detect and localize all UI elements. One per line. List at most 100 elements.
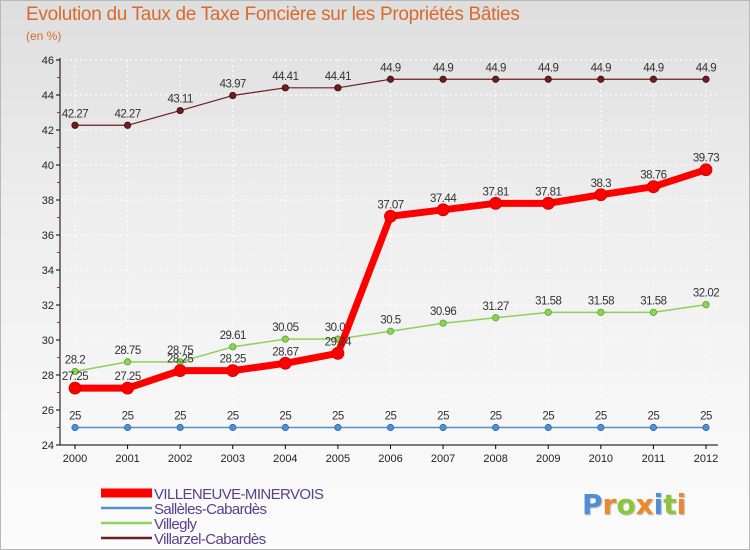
- data-point: [281, 423, 289, 432]
- data-label: 37.07: [377, 199, 403, 211]
- data-label: 31.58: [588, 295, 614, 307]
- data-label: 29.24: [325, 336, 352, 348]
- data-label: 44.9: [485, 62, 505, 74]
- y-tick-label: 24: [42, 440, 54, 452]
- data-label: 28.75: [114, 345, 140, 357]
- data-label: 44.9: [643, 62, 663, 74]
- data-point: [68, 381, 82, 395]
- data-label: 25: [542, 411, 554, 423]
- data-label: 43.11: [167, 94, 193, 106]
- data-label: 25: [490, 411, 502, 423]
- data-point: [123, 358, 132, 366]
- data-point: [649, 308, 658, 316]
- data-point: [492, 314, 500, 322]
- data-label: 25: [332, 411, 344, 423]
- data-point: [436, 203, 450, 217]
- x-tick-label: 2004: [273, 453, 297, 465]
- data-point: [597, 308, 605, 316]
- data-label: 32.02: [693, 288, 719, 300]
- data-label: 37.81: [483, 186, 509, 198]
- data-point: [489, 196, 503, 210]
- data-label: 39.73: [693, 153, 719, 165]
- x-tick-label: 2010: [589, 453, 613, 465]
- data-point: [71, 121, 79, 129]
- data-label: 27.25: [62, 371, 88, 383]
- data-label: 43.97: [220, 79, 246, 91]
- chart-title: Evolution du Taux de Taxe Foncière sur l…: [26, 4, 520, 25]
- data-point: [278, 356, 292, 370]
- legend: VILLENEUVE-MINERVOISSallèles-CabardèsVil…: [101, 486, 325, 548]
- y-tick-label: 30: [42, 335, 54, 347]
- x-tick-label: 2012: [694, 453, 718, 465]
- logo-letter: P: [582, 488, 603, 521]
- x-tick-label: 2006: [378, 453, 402, 465]
- data-point: [121, 381, 134, 395]
- data-label: 44.9: [380, 62, 400, 74]
- x-tick-label: 2011: [642, 453, 666, 465]
- data-label: 38.3: [591, 178, 611, 190]
- data-point: [544, 423, 552, 432]
- data-point: [123, 423, 132, 432]
- data-point: [544, 75, 552, 83]
- data-label: 38.76: [640, 170, 666, 182]
- data-point: [492, 423, 500, 432]
- data-label: 31.58: [535, 295, 561, 307]
- y-tick-label: 26: [42, 405, 54, 417]
- data-label: 44.9: [696, 62, 716, 74]
- logo-letter: i: [653, 488, 664, 521]
- data-point: [71, 423, 79, 432]
- data-point: [647, 180, 660, 194]
- data-label: 25: [69, 411, 81, 423]
- legend-label: Villegly: [154, 516, 198, 533]
- data-label: 37.81: [535, 186, 561, 198]
- data-point: [226, 364, 240, 378]
- data-label: 28.67: [272, 346, 298, 358]
- data-point: [649, 423, 658, 432]
- logo-letter: x: [635, 488, 654, 521]
- data-label: 28.25: [167, 354, 193, 366]
- data-point: [281, 335, 289, 343]
- y-tick-label: 38: [42, 195, 54, 207]
- legend-label: Sallèles-Cabardès: [154, 501, 266, 518]
- data-point: [439, 319, 447, 327]
- data-point: [702, 423, 710, 432]
- series-sall-les-cabard-s: 25 25 25 25 25 25 25 25 25 25 25 25 25: [69, 411, 712, 432]
- data-label: 27.25: [114, 371, 140, 383]
- legend-label: VILLENEUVE-MINERVOIS: [154, 486, 324, 503]
- data-point: [439, 75, 447, 83]
- data-point: [492, 75, 500, 83]
- y-tick-label: 36: [42, 230, 54, 242]
- data-point: [386, 327, 395, 335]
- data-label: 28.75: [167, 345, 193, 357]
- data-point: [176, 423, 184, 432]
- legend-label: Villarzel-Cabardès: [154, 531, 266, 548]
- data-label: 25: [595, 411, 607, 423]
- data-label: 30.05: [272, 322, 298, 334]
- x-tick-label: 2008: [483, 453, 507, 465]
- data-point: [649, 75, 658, 83]
- y-tick-label: 28: [42, 370, 54, 382]
- data-label: 30.96: [430, 306, 456, 318]
- data-point: [702, 301, 710, 309]
- data-label: 44.41: [272, 71, 298, 83]
- data-label: 31.58: [640, 295, 666, 307]
- x-tick-label: 2005: [326, 453, 350, 465]
- data-label: 42.27: [114, 108, 140, 120]
- proxiti-logo: Proxiti: [582, 488, 686, 521]
- data-label: 25: [122, 411, 134, 423]
- x-tick-label: 2002: [168, 453, 192, 465]
- y-axis-unit-label: (en %): [26, 29, 62, 43]
- data-point: [384, 209, 397, 223]
- y-tick-label: 42: [42, 125, 54, 137]
- x-tick-label: 2001: [115, 453, 139, 465]
- data-point: [173, 364, 187, 378]
- logo-letter: i: [676, 488, 687, 521]
- logo-letter: t: [663, 488, 677, 521]
- data-label: 37.44: [430, 193, 457, 205]
- data-point: [176, 106, 184, 115]
- data-point: [541, 196, 555, 210]
- data-label: 29.61: [220, 330, 246, 342]
- data-point: [123, 121, 132, 129]
